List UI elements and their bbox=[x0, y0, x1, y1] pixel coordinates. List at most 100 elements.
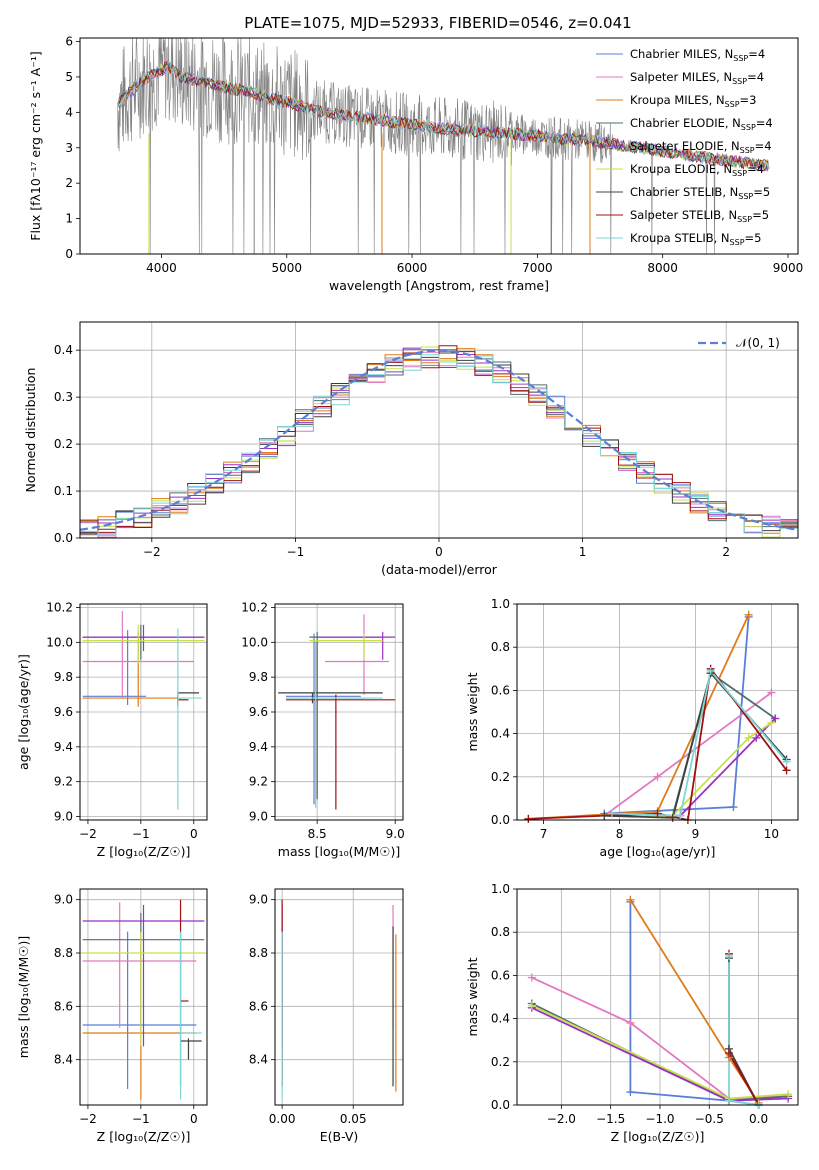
massweight_vs_Z-panel: −2.0 −1.5 −1.0 −0.5 0.0 0.0 0.2 0.4 0.6 0.8 1.0 Z [… bbox=[465, 882, 799, 1144]
axes-frame bbox=[274, 603, 404, 821]
series-kroupa_stelib bbox=[611, 669, 788, 817]
model-spectrum-kroupa_stelib bbox=[117, 61, 769, 171]
y-tick-label: 5 bbox=[65, 70, 73, 84]
axes-frame bbox=[79, 888, 208, 1106]
spectrum-legend: Chabrier MILES, NSSP=4 Salpeter MILES, NS… bbox=[596, 47, 773, 247]
x-tick-label: −1 bbox=[132, 1112, 150, 1126]
plot-area bbox=[82, 610, 205, 810]
marker-salpeter_miles bbox=[653, 772, 662, 781]
marker-salpeter_miles bbox=[527, 973, 536, 982]
y-tick-label: 9.6 bbox=[249, 705, 268, 719]
y-tick-label: 9.8 bbox=[54, 670, 73, 684]
marker-kroupa_miles bbox=[626, 895, 635, 904]
marker-kroupa_stelib bbox=[724, 951, 733, 960]
age_vs_Z-panel: −2 −1 0 9.0 9.2 9.4 9.6 9.8 10.0 10.2 Z [log₁₀(Z/Z… bbox=[16, 600, 208, 859]
marker-salpeter_elodie bbox=[771, 714, 780, 723]
marker-salpeter_stelib bbox=[653, 809, 662, 818]
legend-entry: Kroupa ELODIE, NSSP=4 bbox=[630, 162, 764, 178]
x-tick-label: 0 bbox=[190, 827, 198, 841]
x-tick-label: −1 bbox=[287, 545, 305, 559]
x-tick-label: 9000 bbox=[773, 261, 804, 275]
x-tick-label: 0 bbox=[435, 545, 443, 559]
marker-kroupa_stelib bbox=[724, 1096, 733, 1105]
y-tick-label: 0.1 bbox=[54, 484, 73, 498]
marker-salpeter_miles bbox=[767, 688, 776, 697]
series-chabrier_stelib bbox=[728, 958, 760, 1105]
legend-entry: Chabrier MILES, NSSP=4 bbox=[630, 47, 765, 63]
y-tick-label: 0.0 bbox=[491, 813, 510, 827]
x-axis-label: (data-model)/error bbox=[381, 562, 498, 577]
spectrum-panel: 4000 5000 6000 7000 8000 9000 0 1 2 3 4 5 6 wavelengt… bbox=[28, 35, 804, 293]
x-axis-label: E(B-V) bbox=[320, 1129, 359, 1144]
x-tick-label: −0.5 bbox=[695, 1112, 724, 1126]
x-tick-label: 8.5 bbox=[308, 827, 327, 841]
x-tick-label: 10 bbox=[764, 827, 779, 841]
x-tick-label: 5000 bbox=[271, 261, 302, 275]
legend-entry: Kroupa MILES, NSSP=3 bbox=[630, 93, 756, 109]
y-tick-label: 0.2 bbox=[491, 770, 510, 784]
legend-entry: Salpeter ELODIE, NSSP=4 bbox=[630, 139, 772, 155]
y-tick-label: 3 bbox=[65, 141, 73, 155]
x-tick-label: −2.0 bbox=[547, 1112, 576, 1126]
x-tick-label: 2 bbox=[722, 545, 730, 559]
marker-kroupa_stelib bbox=[706, 666, 715, 675]
y-tick-label: 9.2 bbox=[249, 775, 268, 789]
axes-frame bbox=[79, 321, 799, 539]
marker-chabrier_stelib bbox=[668, 813, 677, 822]
massweight_vs_age-panel: 7 8 9 10 0.0 0.2 0.4 0.6 0.8 1.0 age [log₁₀(age/yr… bbox=[465, 597, 799, 859]
x-tick-label: 9 bbox=[692, 827, 700, 841]
marker-kroupa_stelib bbox=[676, 811, 685, 820]
plot-area bbox=[80, 345, 798, 538]
normal-curve bbox=[80, 349, 798, 531]
series-salpeter_miles bbox=[531, 976, 789, 1100]
series-kroupa_stelib bbox=[728, 956, 759, 1105]
x-axis-label: age [log₁₀(age/yr)] bbox=[600, 844, 716, 859]
y-tick-label: 9.6 bbox=[54, 705, 73, 719]
observed-spectrum bbox=[117, 38, 770, 254]
marker-kroupa_elodie bbox=[784, 1090, 793, 1099]
x-tick-label: 0.0 bbox=[749, 1112, 768, 1126]
y-tick-label: 10.0 bbox=[46, 635, 73, 649]
series-salpeter_miles bbox=[603, 691, 772, 817]
y-axis-label: mass [log₁₀(M/M☉)] bbox=[16, 936, 31, 1058]
marker-chabrier_stelib bbox=[600, 811, 609, 820]
x-tick-label: 4000 bbox=[146, 261, 177, 275]
panels: 4000 5000 6000 7000 8000 90000123456wavelengt… bbox=[16, 35, 804, 1144]
y-tick-label: 0.3 bbox=[54, 390, 73, 404]
y-tick-label: 0.6 bbox=[491, 683, 510, 697]
series-salpeter_stelib bbox=[728, 953, 760, 1105]
x-axis-label: wavelength [Angstrom, rest frame] bbox=[329, 278, 549, 293]
x-tick-label: −1.5 bbox=[596, 1112, 625, 1126]
x-tick-label: 0.05 bbox=[340, 1112, 367, 1126]
y-tick-label: 0.4 bbox=[491, 727, 510, 741]
x-tick-label: −1.0 bbox=[645, 1112, 674, 1126]
legend-entry: Salpeter MILES, NSSP=4 bbox=[630, 70, 764, 86]
x-tick-label: −2 bbox=[79, 1112, 97, 1126]
marker-salpeter_stelib bbox=[782, 766, 791, 775]
y-tick-label: 8.8 bbox=[54, 946, 73, 960]
x-tick-label: 1 bbox=[579, 545, 587, 559]
x-tick-label: 8 bbox=[616, 827, 624, 841]
legend-entry: Chabrier ELODIE, NSSP=4 bbox=[630, 116, 773, 132]
legend-entry: Kroupa STELIB, NSSP=5 bbox=[630, 231, 761, 247]
legend-entry: Chabrier STELIB, NSSP=5 bbox=[630, 185, 770, 201]
x-axis-label: Z [log₁₀(Z/Z☉)] bbox=[97, 844, 191, 859]
series-chabrier_miles bbox=[604, 616, 750, 815]
axes-frame bbox=[79, 603, 208, 821]
series-kroupa_miles bbox=[528, 614, 750, 820]
x-axis-label: mass [log₁₀(M/M☉)] bbox=[278, 844, 400, 859]
y-tick-label: 10.2 bbox=[241, 600, 268, 614]
y-tick-label: 0.8 bbox=[491, 640, 510, 654]
plot-area bbox=[528, 614, 788, 820]
mass_vs_ebv-panel: 0.00 0.05 8.4 8.6 8.8 9.0 E(B-V) bbox=[249, 888, 404, 1144]
marker-salpeter_elodie bbox=[752, 733, 761, 742]
model-spectrum-salpeter_elodie bbox=[117, 66, 769, 172]
residual_hist-panel: −2 −1 0 1 2 0.0 0.1 0.2 0.3 0.4 (data-model)/error… bbox=[23, 321, 799, 577]
y-tick-label: 8.8 bbox=[249, 946, 268, 960]
axes-frame bbox=[79, 37, 799, 255]
mass_vs_Z-panel: −2 −1 0 8.4 8.6 8.8 9.0 Z [log₁₀(Z/Z☉)] mass [lo… bbox=[16, 888, 208, 1144]
marker-chabrier_miles bbox=[626, 1088, 635, 1097]
y-tick-label: 0.6 bbox=[491, 968, 510, 982]
x-tick-label: −2 bbox=[143, 545, 161, 559]
